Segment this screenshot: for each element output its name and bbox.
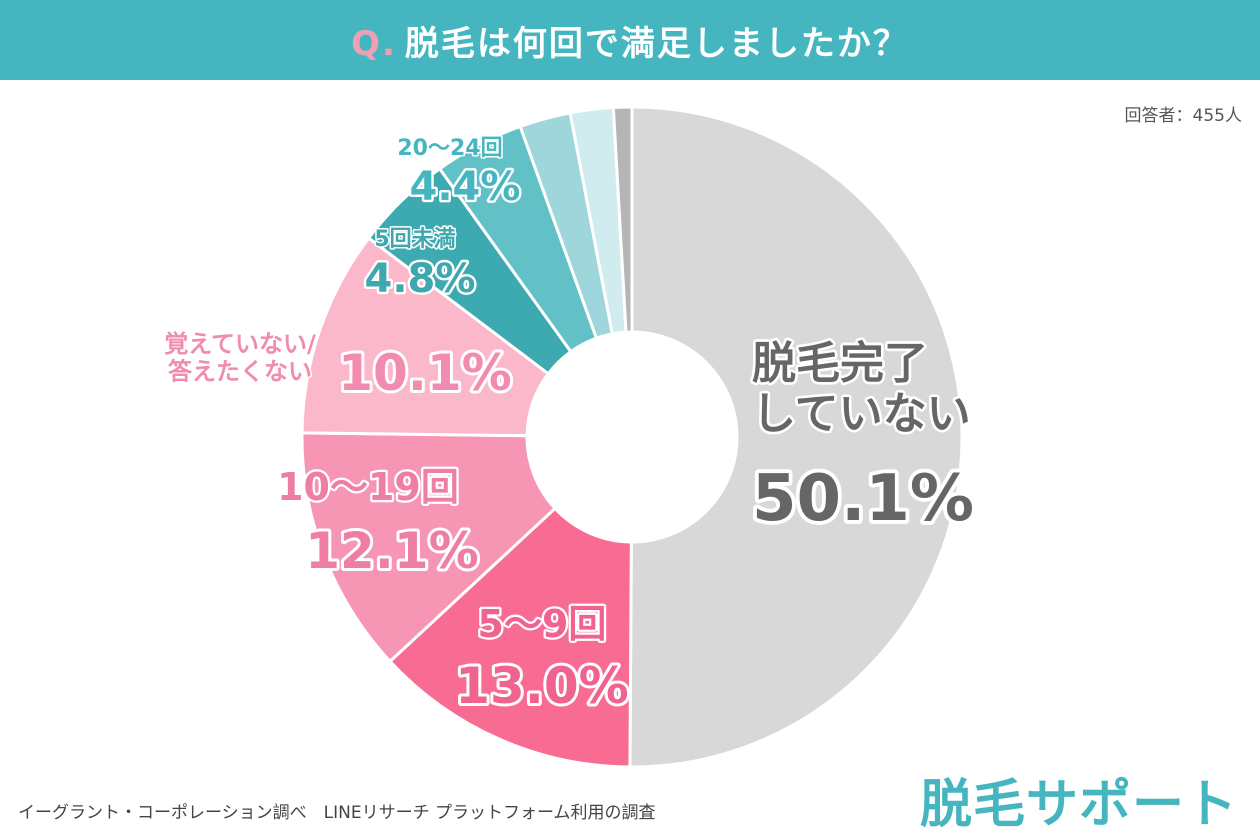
slice-value-3: 10.1% bbox=[338, 344, 511, 402]
pie-slice-8 bbox=[611, 105, 634, 334]
slice-value-5: 4.4% bbox=[410, 164, 521, 210]
slice-value-0: 50.1% bbox=[752, 462, 974, 536]
slice-label-3-line-0: 覚えていない/ bbox=[164, 330, 316, 358]
question-text: 脱毛は何回で満足しましたか？ bbox=[404, 23, 909, 64]
pie-slice-2 bbox=[300, 431, 558, 664]
respondent-count: 回答者：455人 bbox=[1124, 106, 1242, 126]
slice-value-2: 12.1% bbox=[305, 522, 478, 580]
slice-label-3-line-1: 答えたくない bbox=[168, 358, 312, 386]
slice-label-1: 5〜9回 bbox=[478, 602, 607, 646]
question-prefix: Q. bbox=[351, 23, 397, 64]
slice-value-1: 13.0% bbox=[455, 657, 628, 715]
slice-label-0-line-1: していない bbox=[752, 389, 971, 440]
pie-slice-3 bbox=[300, 235, 551, 438]
pie-slice-0 bbox=[628, 105, 964, 769]
slice-label-2: 10〜19回 bbox=[277, 465, 459, 509]
slice-value-4: 4.8% bbox=[365, 256, 476, 302]
brand-logo: 脱毛サポート bbox=[919, 775, 1238, 835]
slice-label-5: 20〜24回 bbox=[397, 136, 502, 161]
slice-label-4: 5回未満 bbox=[374, 226, 455, 252]
question-title: Q. 脱毛は何回で満足しましたか？ bbox=[351, 16, 909, 65]
source-footnote: イーグラント・コーポレーション調べ LINEリサーチ プラットフォーム利用の調査 bbox=[18, 803, 656, 823]
slice-label-0-line-0: 脱毛完了 bbox=[752, 338, 928, 389]
pie-slice-1 bbox=[387, 506, 633, 769]
title-banner: Q. 脱毛は何回で満足しましたか？ bbox=[0, 0, 1260, 80]
